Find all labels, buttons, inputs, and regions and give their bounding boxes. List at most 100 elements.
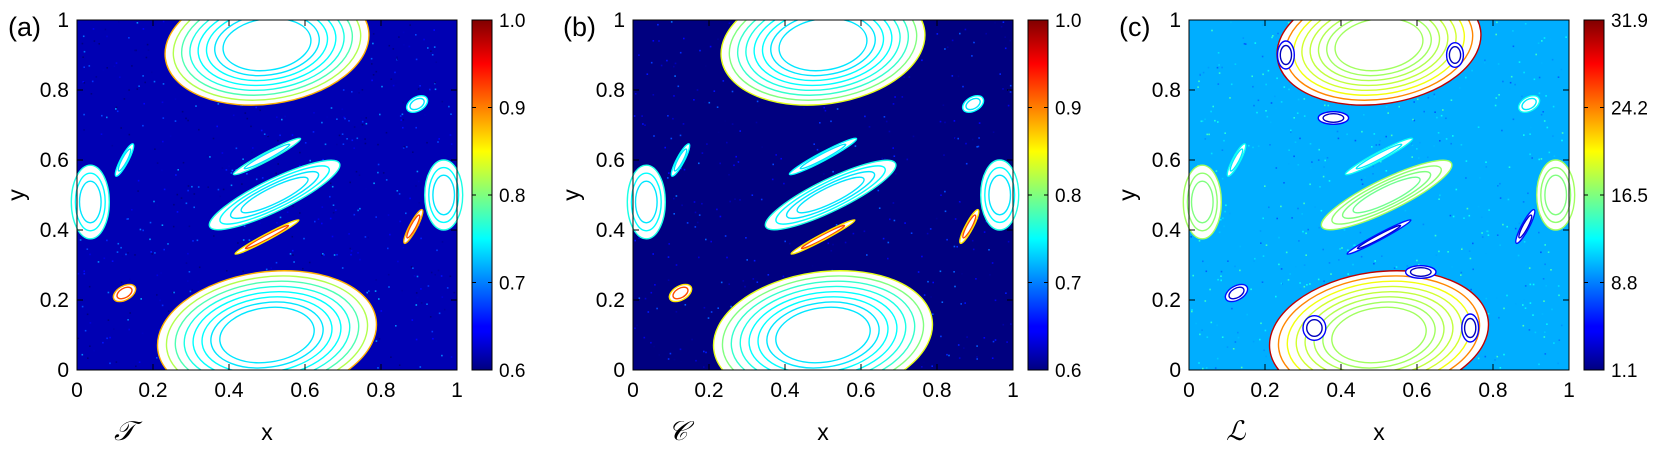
island: [1344, 137, 1414, 176]
island-core: [713, 270, 933, 400]
island-orbit: [799, 143, 847, 170]
y-tick-label: 1: [57, 9, 69, 32]
island: [1268, 270, 1490, 400]
island-orbit: [1186, 172, 1218, 232]
island: [712, 270, 934, 400]
island-orbit: [764, 159, 897, 231]
island-orbit: [1518, 214, 1533, 239]
island-orbit: [1229, 148, 1244, 172]
island-core: [1345, 138, 1413, 175]
island-core: [1269, 270, 1489, 400]
island-orbit: [1226, 143, 1247, 177]
panel-a-plot-area: [70, 0, 464, 400]
island: [70, 164, 111, 240]
colorbar-tick-label: 0.9: [1055, 99, 1081, 120]
plot-clip-mask: [77, 0, 457, 400]
island-core: [403, 209, 423, 244]
island-orbit: [172, 0, 362, 101]
island-orbit: [668, 283, 693, 303]
colorbar-tick-label: 0.8: [1055, 186, 1081, 207]
island-orbit: [1317, 110, 1350, 125]
island-orbit: [745, 0, 901, 92]
y-tick-label: 0.8: [596, 79, 625, 102]
island: [234, 219, 300, 255]
x-tick-label: 1: [451, 379, 463, 402]
island-orbit: [1463, 317, 1477, 339]
island-orbit: [232, 137, 302, 176]
x-tick-label: 0: [71, 379, 83, 402]
island: [790, 219, 856, 255]
island-orbit: [965, 97, 981, 111]
island: [788, 137, 858, 176]
island-orbit: [788, 137, 858, 176]
island-core: [1515, 209, 1535, 244]
island-orbit: [634, 180, 658, 224]
panel-c-axes-frame: [1188, 19, 1570, 371]
island-orbit: [1409, 267, 1432, 278]
island: [405, 94, 429, 114]
plot-clip-mask: [1189, 0, 1569, 400]
island-orbit: [1404, 265, 1437, 280]
x-tick-label: 0.2: [1250, 379, 1279, 402]
island-orbit: [1341, 170, 1432, 220]
colorbar-tick-label: 8.8: [1611, 274, 1637, 295]
island-orbit: [1302, 315, 1327, 342]
island: [1346, 219, 1412, 255]
island: [156, 270, 378, 400]
colorbar-tick-label: 16.5: [1611, 186, 1648, 207]
island: [424, 159, 464, 231]
island: [1320, 159, 1453, 231]
colorbar-tick-label: 1.0: [1055, 11, 1081, 32]
island-orbit: [670, 143, 691, 177]
island: [208, 159, 341, 231]
y-tick-label: 0.6: [1152, 149, 1181, 172]
x-tick-label: 0.4: [1326, 379, 1356, 402]
island-orbit: [1544, 174, 1568, 216]
island: [1535, 159, 1576, 231]
panel-b-x-axis-label: x: [817, 419, 829, 445]
island-orbit: [240, 176, 309, 214]
island-orbit: [403, 208, 424, 245]
island-orbit: [1228, 286, 1245, 300]
island: [1182, 164, 1223, 240]
island-orbit: [428, 166, 460, 224]
island-orbit: [112, 283, 137, 303]
panel-a-x-axis-label: x: [261, 419, 273, 445]
island-orbit: [189, 0, 345, 92]
island-core: [233, 138, 301, 175]
island-orbit: [406, 214, 421, 239]
island-orbit: [728, 0, 918, 101]
colorbar-tick-label: 0.6: [1055, 361, 1081, 382]
y-tick-label: 0.4: [1152, 219, 1182, 242]
panel-a-measure-label: 𝒯: [114, 416, 143, 447]
panel-c-label: (c): [1119, 12, 1150, 42]
panel-b-axes-frame: [632, 19, 1014, 371]
x-tick-label: 0.8: [922, 379, 951, 402]
island-orbit: [432, 174, 456, 216]
island-orbit: [1182, 164, 1223, 240]
island: [1224, 283, 1249, 303]
island-orbit: [673, 148, 688, 172]
panel-a-colorbar-ticks: 0.6 0.7 0.8 0.9 1.0: [472, 11, 525, 382]
island-core: [671, 143, 690, 177]
island-orbit: [1276, 40, 1295, 70]
island-orbit: [1279, 44, 1293, 66]
island-orbit: [424, 159, 464, 231]
panel-a-label: (a): [8, 12, 41, 42]
island-orbit: [210, 301, 324, 369]
x-tick-label: 0.4: [214, 379, 244, 402]
island-orbit: [244, 224, 290, 250]
island-core: [235, 219, 299, 255]
island-orbit: [234, 219, 300, 255]
y-tick-label: 1: [1169, 9, 1181, 32]
y-tick-label: 0.2: [596, 289, 625, 312]
island: [1226, 143, 1247, 177]
x-tick-label: 0.2: [138, 379, 167, 402]
island-core: [157, 270, 377, 400]
island-orbit: [1356, 224, 1402, 250]
island-orbit: [626, 164, 666, 240]
panel-b-label: (b): [563, 12, 596, 42]
island-orbit: [1190, 180, 1214, 224]
island-orbit: [1517, 94, 1541, 114]
island: [403, 208, 424, 245]
